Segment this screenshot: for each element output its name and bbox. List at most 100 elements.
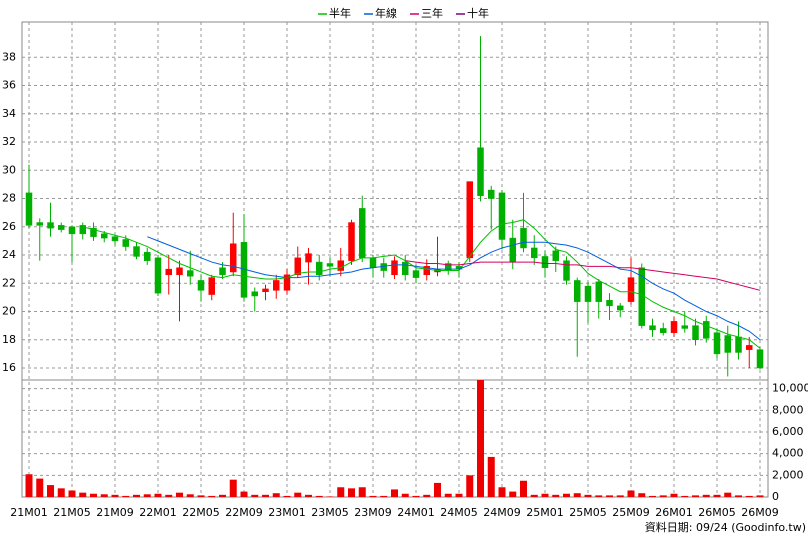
volume-bar [423, 494, 431, 497]
x-tick-label: 22M09 [225, 506, 263, 519]
y-tick-label: 26 [2, 220, 16, 233]
volume-bar [595, 495, 603, 497]
volume-bar [154, 493, 162, 497]
candle-body [262, 288, 269, 292]
x-tick-label: 23M09 [354, 506, 392, 519]
candle-body [713, 332, 721, 355]
candle-body [423, 266, 430, 276]
y-tick-label: 32 [2, 135, 16, 148]
volume-bar [670, 493, 678, 497]
volume-bar [552, 494, 560, 497]
candle-body [531, 247, 538, 259]
x-tick-label: 26M09 [741, 506, 779, 519]
volume-bar [219, 494, 226, 497]
volume-bar [143, 494, 151, 497]
legend-label: 十年 [467, 6, 489, 20]
volume-bar [498, 487, 506, 497]
moving-average-line [405, 260, 761, 291]
volume-bar [713, 494, 721, 497]
volume-bar [649, 495, 656, 497]
moving-average-line [147, 236, 761, 341]
volume-bar [606, 495, 613, 497]
y-tick-label: 20 [2, 305, 16, 318]
candle-body [230, 243, 237, 273]
volume-bar [477, 380, 484, 497]
y-tick-label: 22 [2, 276, 16, 289]
y2-tick-label: 0 [772, 490, 779, 503]
x-tick-label: 23M01 [268, 506, 306, 519]
volume-bar [724, 492, 732, 497]
volume-bar [186, 494, 194, 497]
y-tick-label: 16 [2, 361, 16, 374]
volume-bar [455, 493, 463, 497]
candle-body [133, 246, 140, 257]
candle-body [595, 281, 602, 302]
volume-bar [25, 474, 33, 497]
volume-bar [702, 494, 710, 497]
candle-body [477, 147, 484, 196]
volume-bar [272, 493, 280, 497]
candle-body [176, 267, 183, 276]
volume-bar [638, 493, 646, 497]
y-tick-label: 18 [2, 333, 16, 346]
candle-body [219, 267, 226, 276]
volume-bar [315, 495, 323, 497]
y-tick-label: 30 [2, 163, 16, 176]
volume-bar [520, 480, 527, 497]
volume-bar [165, 494, 173, 497]
y-tick-label: 36 [2, 79, 16, 92]
candle-body [756, 349, 764, 369]
candle-body [68, 226, 76, 235]
candle-body [294, 257, 301, 276]
volume-bar [692, 495, 699, 497]
candle-body [724, 335, 731, 353]
volume-bar [391, 489, 398, 497]
y2-tick-label: 4,000 [772, 447, 804, 460]
candle-body [488, 189, 495, 199]
volume-bar [36, 478, 44, 497]
volume-bar [111, 494, 119, 497]
candle-body [606, 299, 613, 307]
candle-body [359, 208, 366, 259]
volume-bar [573, 493, 581, 497]
candle-body [90, 227, 97, 237]
y-tick-label: 38 [2, 50, 16, 63]
x-tick-label: 21M09 [96, 506, 134, 519]
candle-body [283, 274, 291, 291]
volume-bar [745, 495, 753, 497]
candle-body [563, 260, 570, 281]
candle-body [552, 250, 559, 261]
volume-bar [735, 495, 742, 497]
volume-bar [283, 495, 291, 497]
candle-body [187, 270, 194, 277]
y2-tick-label: 8,000 [772, 403, 804, 416]
x-tick-label: 25M01 [526, 506, 564, 519]
candle-body [617, 305, 624, 311]
volume-bar [68, 490, 76, 497]
candle-body [541, 256, 549, 268]
candle-body [326, 263, 334, 267]
x-tick-label: 24M05 [440, 506, 478, 519]
legend-label: 三年 [421, 6, 443, 20]
x-tick-label: 24M01 [397, 506, 435, 519]
y-tick-label: 34 [2, 107, 16, 120]
volume-bar [584, 494, 592, 497]
x-tick-label: 22M05 [182, 506, 220, 519]
candle-body [692, 325, 699, 341]
candle-body [305, 253, 312, 263]
x-tick-label: 21M01 [10, 506, 48, 519]
volume-bar [197, 495, 205, 497]
candle-body [509, 237, 516, 263]
candle-body [101, 233, 108, 239]
volume-bar [57, 488, 65, 497]
candle-body [316, 261, 323, 276]
source-note: 資料日期: 09/24 (Goodinfo.tw) [645, 520, 806, 534]
x-tick-label: 26M05 [698, 506, 736, 519]
candle-body [369, 257, 377, 268]
candle-body [154, 257, 162, 294]
candle-body [348, 222, 355, 261]
volume-bar [530, 494, 538, 497]
y-tick-label: 28 [2, 192, 16, 205]
volume-bar [176, 492, 183, 497]
y2-tick-label: 10,000 [772, 382, 808, 395]
